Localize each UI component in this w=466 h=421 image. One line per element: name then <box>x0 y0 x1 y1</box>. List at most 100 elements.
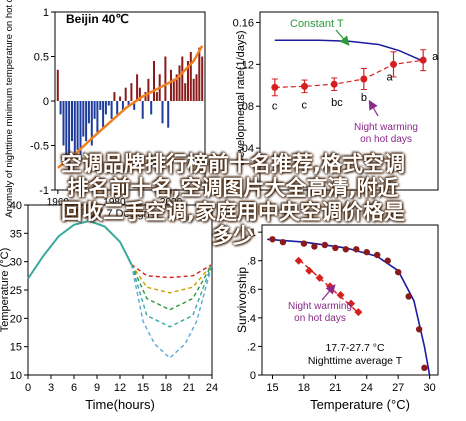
overlay-line-2: 排名前十名,空调图片大全高清,附近 <box>67 176 399 200</box>
panel-d-point <box>415 326 423 333</box>
panel-a-bar <box>141 101 144 119</box>
panel-a-bar <box>167 101 170 128</box>
panel-a-bar <box>59 101 62 115</box>
panel-d-point <box>421 364 428 372</box>
panel-c-night-curve <box>131 263 213 279</box>
panel-a-bar <box>184 83 187 101</box>
panel-b-point-letter: a <box>432 51 439 63</box>
panel-a-trend-line <box>57 45 204 169</box>
panel-c-ytick-label: 10 <box>10 370 22 382</box>
panel-d-point <box>305 266 314 275</box>
panel-b-point <box>301 82 308 90</box>
overlay-line-4: 多少 <box>212 224 254 248</box>
panel-c-night-curve <box>130 264 213 294</box>
panel-d-point <box>315 273 324 282</box>
panel-d-ytick-label: .8 <box>247 256 256 268</box>
panel-b-point-letter: a <box>387 71 394 83</box>
panel-a-y-ticks: 1 0.5 0 -0.5 -1 <box>30 7 55 197</box>
panel-a-bar <box>76 101 79 150</box>
panel-c-line-chart: 40 35 30 25 20 15 10 0 3 6 9 12 15 18 21 24 17.7-27.7 … <box>0 200 218 412</box>
panel-c-xtick-label: 6 <box>71 382 77 394</box>
panel-a-ytick-label: -0.5 <box>30 141 49 153</box>
panel-b-point <box>360 75 368 83</box>
panel-a-bar <box>104 101 107 115</box>
panel-c-xtick-label: 12 <box>114 382 126 394</box>
panel-b-ylabel: Developmental rate(1/days) <box>235 30 247 165</box>
panel-b-points: c c bc b a a <box>271 49 439 112</box>
panel-a-ytick-label: -1 <box>39 185 49 197</box>
panel-c-ytick-label: 40 <box>10 200 22 212</box>
panel-c-xtick-label: 21 <box>183 382 195 394</box>
panel-a-bar <box>172 78 175 102</box>
panel-a-bar <box>175 74 178 101</box>
panel-a-bar-chart: 1 0.5 0 -0.5 -1 1960 1980 2000 Beijin 40℃ Anom… <box>4 0 206 218</box>
panel-a-bar <box>198 47 201 101</box>
panel-a-ytick-label: 0.5 <box>34 52 49 64</box>
panel-d-point <box>279 238 287 246</box>
panel-d-point <box>294 256 303 265</box>
panel-a-bar <box>164 56 167 101</box>
panel-d-point <box>363 248 370 256</box>
panel-c-xtick-label: 0 <box>25 382 31 394</box>
panel-d-point <box>384 257 391 264</box>
panel-a-bar <box>121 101 124 110</box>
panel-d-point <box>332 244 339 252</box>
panel-a-bar <box>187 61 189 101</box>
panel-c-xtick-label: 9 <box>94 382 100 394</box>
panel-b-scatter-chart: c c bc b a a 0.16 .12 .08 .04 Constant T Night w… <box>233 11 439 191</box>
panel-a-bar <box>87 101 90 124</box>
panel-b-point <box>419 56 427 64</box>
panel-a-bar <box>153 61 155 101</box>
panel-b-ytick-label: 0.16 <box>233 17 254 29</box>
panel-a-bar <box>181 56 184 101</box>
panel-a-bar <box>85 101 88 142</box>
panel-d-xtick-label: 30 <box>423 382 435 394</box>
panel-a-bar <box>110 101 113 119</box>
panel-d-point <box>347 299 356 308</box>
panel-d-xtick-label: 21 <box>329 382 341 394</box>
panel-a-bar <box>130 83 133 101</box>
panel-d-ylabel: Survivorship <box>235 267 249 333</box>
panel-c-ylabel: Temperature (°C) <box>0 248 11 332</box>
panel-a-bar <box>201 56 204 101</box>
panel-d-series <box>267 236 431 376</box>
panel-c-xlabel: Time(hours) <box>85 397 155 412</box>
panel-c-ytick-label: 15 <box>10 342 22 354</box>
panel-a-bars <box>56 47 204 173</box>
panel-c-ytick-label: 20 <box>10 313 22 325</box>
panel-b-annotation-constant: Constant T <box>290 18 344 30</box>
panel-b-annotation-night: Night warming on hot days <box>354 122 418 145</box>
panel-c-curves <box>27 219 213 359</box>
panel-a-bar <box>161 101 164 124</box>
panel-d-xtick-label: 24 <box>361 382 373 394</box>
panel-d-xlabel: Temperature (°C) <box>310 397 410 412</box>
panel-a-bar <box>170 69 172 101</box>
overlay-line-1: 空调品牌排行榜前十名推荐,格式空调 <box>61 152 405 176</box>
panel-a-bar <box>93 101 96 119</box>
panel-c-night-curve <box>130 264 213 311</box>
panel-d-point <box>336 291 345 299</box>
panel-a-bar <box>107 101 110 106</box>
panel-d-scatter-chart: 1 .8 .6 .4 .2 0 15 18 21 24 27 30 Night warming on … <box>235 224 439 412</box>
panel-d-point <box>374 251 381 259</box>
panel-d-ytick-label: .6 <box>247 284 256 296</box>
panel-a-bar <box>56 69 59 101</box>
panel-d-point <box>394 268 402 276</box>
panel-c-xtick-label: 3 <box>48 382 54 394</box>
panel-d-point <box>269 236 276 243</box>
panel-a-ytick-label: 0 <box>43 96 49 108</box>
panel-d-point <box>353 246 360 253</box>
panel-d-annotation-range: 17.7-27.7 °C <box>325 342 384 354</box>
panel-a-bar <box>133 101 136 110</box>
panel-b-arrow-night <box>368 99 379 117</box>
panel-a-bar <box>90 101 93 146</box>
overlay-line-3: 回收二手空调,家庭用中央空调价格是 <box>61 200 405 224</box>
panel-b-point-letter: bc <box>331 97 343 109</box>
panel-d-xtick-label: 15 <box>266 382 278 394</box>
panel-d-point <box>300 240 308 247</box>
panel-b-constant-curve <box>274 39 424 62</box>
panel-b-point-letter: b <box>361 92 367 104</box>
panel-c-xtick-label: 18 <box>160 382 172 394</box>
panel-b-point <box>271 83 279 91</box>
